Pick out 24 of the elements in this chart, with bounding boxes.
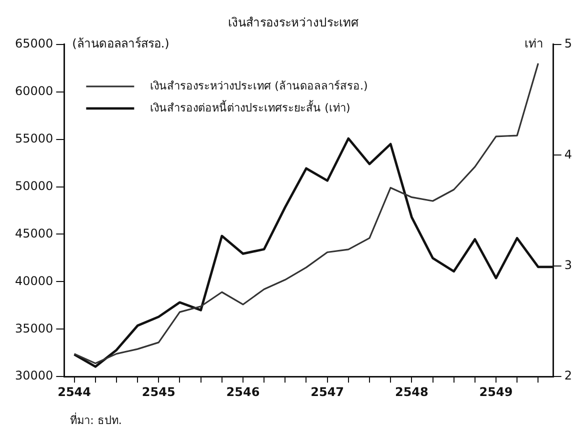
y2-tick-label: 5 — [564, 36, 572, 51]
legend-label: เงินสำรองต่อหนี้ต่างประเทศระยะสั้น (เท่า) — [150, 99, 350, 114]
y-tick-label: 35000 — [14, 321, 54, 336]
x-tick-label: 2546 — [226, 384, 260, 399]
y-tick-label: 30000 — [14, 368, 54, 383]
y-tick-label: 60000 — [14, 84, 54, 98]
y-tick-label: 65000 — [14, 36, 54, 51]
chart-title: เงินสำรองระหว่างประเทศ — [228, 15, 359, 30]
text: ที่มา: ธปท. — [70, 412, 122, 427]
y2-tick-label: 4 — [564, 147, 572, 162]
y-tick-label: 50000 — [14, 178, 54, 193]
x-tick-label: 2549 — [479, 384, 513, 399]
legend-label: เงินสำรองระหว่างประเทศ (ล้านดอลลาร์สรอ.) — [150, 79, 368, 92]
x-tick-label: 2545 — [142, 384, 176, 399]
y-axis-title: (ล้านดอลลาร์สรอ.) — [72, 36, 170, 51]
x-tick-label: 2544 — [58, 384, 91, 399]
x-tick-label: 2548 — [394, 384, 428, 399]
y-tick-label: 45000 — [14, 226, 54, 240]
y2-axis-title: เท่า — [524, 36, 544, 51]
x-tick-label: 2547 — [310, 384, 344, 399]
y2-tick-label: 3 — [564, 258, 572, 272]
y2-tick-label: 2 — [564, 368, 572, 383]
y-tick-label: 55000 — [14, 131, 54, 146]
y-tick-label: 40000 — [14, 274, 54, 288]
